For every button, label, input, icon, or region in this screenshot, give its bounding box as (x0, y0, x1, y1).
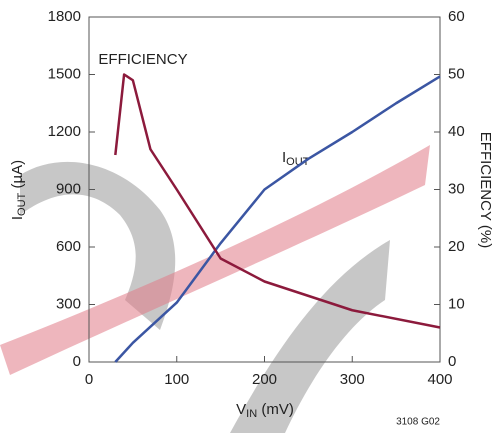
y2-tick-label: 20 (448, 238, 465, 255)
y-axis-title-main: I (9, 216, 26, 220)
x-axis-title-main: V (236, 401, 246, 418)
y-tick-label: 900 (56, 180, 81, 197)
y2-tick-label: 60 (448, 8, 465, 25)
y-tick-label: 0 (73, 353, 81, 370)
y2-tick-label: 30 (448, 180, 465, 197)
y-axis-title: IOUT (µA) (9, 160, 28, 220)
series-label: EFFICIENCY (98, 51, 187, 68)
x-axis-title-rest: (mV) (257, 401, 294, 418)
y-tick-label: 1800 (48, 8, 81, 25)
series-line (114, 73, 441, 329)
y-tick-label: 1200 (48, 123, 81, 140)
y-tick-label: 600 (56, 238, 81, 255)
x-tick-label: 0 (85, 371, 93, 388)
x-tick-label: 200 (252, 371, 277, 388)
y2-tick-label: 40 (448, 123, 465, 140)
figure-note: 3108 G02 (396, 417, 440, 428)
x-axis-title-sub: IN (246, 408, 257, 420)
y2-tick-label: 50 (448, 65, 465, 82)
x-tick-label: 400 (427, 371, 452, 388)
series-label-main: I (282, 149, 286, 166)
x-axis-title: VIN (mV) (236, 401, 294, 420)
y-axis-title-rest: (µA) (9, 160, 26, 193)
x-tick-label: 300 (340, 371, 365, 388)
x-tick-label: 100 (164, 371, 189, 388)
y-tick-label: 1500 (48, 65, 81, 82)
series-label: IOUT (282, 149, 310, 168)
watermark (230, 240, 390, 433)
y2-axis-title: EFFICIENCY (%) (477, 132, 494, 248)
series-line (114, 75, 441, 363)
y2-tick-label: 0 (448, 353, 456, 370)
watermark (0, 145, 430, 375)
y2-tick-label: 10 (448, 295, 465, 312)
watermark (20, 161, 176, 330)
y-axis-title-sub: OUT (16, 192, 28, 216)
y-tick-label: 300 (56, 295, 81, 312)
series-label-sub: OUT (286, 156, 310, 168)
